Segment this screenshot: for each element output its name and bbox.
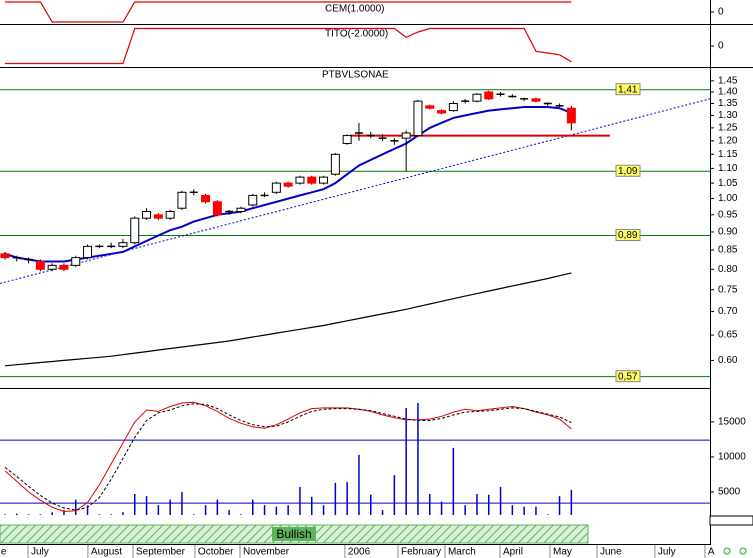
- candle-body: [566, 107, 576, 124]
- candle-body: [118, 242, 128, 247]
- level-box: [615, 164, 641, 177]
- oscillator-line: [4, 401, 572, 513]
- y-tick-label: 1.40: [718, 87, 738, 98]
- signal-label-bg: [272, 527, 316, 541]
- panel-title: TITO(-2.0000): [325, 29, 388, 40]
- y-tick-label: 0.60: [718, 355, 738, 366]
- y-tick-label: 1.35: [718, 98, 738, 109]
- candle-body: [448, 102, 458, 112]
- y-tick-label: 0.75: [718, 284, 738, 295]
- level-label: 0,57: [618, 371, 638, 382]
- y-tick-label: 1.25: [718, 123, 738, 134]
- candle-body: [437, 110, 447, 114]
- candle-body: [248, 194, 258, 206]
- candle-body: [283, 182, 293, 187]
- candle-body: [330, 153, 340, 175]
- candle-body: [212, 201, 222, 216]
- y-tick-label: 1.30: [718, 110, 738, 121]
- icon[interactable]: [723, 547, 731, 555]
- x-tick-label: A: [708, 547, 715, 558]
- candle-body: [177, 191, 187, 209]
- candle-body: [142, 211, 152, 219]
- candle-body: [201, 194, 211, 203]
- candle-body: [165, 211, 175, 219]
- candle-body: [295, 176, 305, 184]
- y-tick-label: 1.15: [718, 149, 738, 160]
- y-tick-label: 1.20: [718, 135, 738, 146]
- x-tick-label: November: [243, 547, 290, 558]
- candle-body: [83, 245, 93, 259]
- x-tick-label: July: [31, 547, 49, 558]
- candle-body: [47, 264, 57, 270]
- candle-body: [472, 93, 482, 102]
- candle-body: [401, 132, 411, 139]
- y-tick-label: 0: [718, 41, 724, 52]
- y-tick-label: 0: [718, 7, 724, 18]
- y-tick-label: 15000: [718, 417, 746, 428]
- frame: [0, 0, 753, 545]
- x-tick-label: October: [198, 547, 234, 558]
- indicator-line: [5, 1, 572, 23]
- candle-body: [531, 98, 541, 102]
- panel-title: PTBVLSONAE: [322, 70, 389, 81]
- candle-body: [0, 253, 10, 259]
- y-tick-label: 0.80: [718, 264, 738, 275]
- candle-body: [342, 135, 352, 144]
- level-box: [615, 83, 641, 96]
- x-tick-label: August: [91, 547, 122, 558]
- candle-body: [236, 207, 246, 213]
- x-tick-label: September: [136, 547, 186, 558]
- candle-body: [413, 100, 423, 137]
- candle-body: [425, 105, 435, 109]
- candle-body: [484, 91, 494, 100]
- candle-body: [307, 176, 317, 184]
- signal-label: Bullish: [276, 527, 311, 541]
- y-tick-label: 0.90: [718, 227, 738, 238]
- level-box: [615, 370, 641, 383]
- y-tick-label: 1.45: [718, 75, 738, 86]
- candle-body: [319, 176, 329, 184]
- level-label: 0,89: [618, 230, 638, 241]
- oscillator-line: [4, 403, 572, 511]
- x-tick-label: March: [448, 547, 476, 558]
- level-box: [615, 228, 641, 241]
- candle-body: [59, 264, 69, 270]
- x-tick-label: April: [503, 547, 523, 558]
- y-tick-label: 1.05: [718, 178, 738, 189]
- level-label: 1,09: [618, 166, 638, 177]
- x-tick-label: July: [658, 547, 676, 558]
- indicator-line: [5, 27, 572, 65]
- candle-body: [71, 257, 81, 266]
- moving-average: [4, 106, 572, 263]
- icon[interactable]: [739, 547, 747, 555]
- x-tick-label: 2006: [348, 547, 371, 558]
- y-tick-label: 0.95: [718, 209, 738, 220]
- moving-average: [4, 272, 572, 367]
- level-label: 1,41: [618, 84, 638, 95]
- candle-body: [153, 214, 163, 219]
- y-tick-label: 10000: [718, 452, 746, 463]
- y-tick-label: 1.10: [718, 163, 738, 174]
- candle-body: [271, 182, 281, 193]
- y-tick-label: 0.70: [718, 306, 738, 317]
- y-tick-label: 0.85: [718, 245, 738, 256]
- x-tick-label: May: [553, 547, 572, 558]
- scale-box: [709, 515, 753, 526]
- panel-title: CEM(1.0000): [325, 4, 384, 15]
- x-tick-label: June: [600, 547, 622, 558]
- y-tick-label: 0.65: [718, 330, 738, 341]
- candle-body: [130, 217, 140, 244]
- y-tick-label: 1.00: [718, 193, 738, 204]
- x-tick-label: e: [1, 547, 7, 558]
- y-tick-label: 5000: [718, 487, 741, 498]
- candle-body: [35, 260, 45, 270]
- x-tick-label: February: [401, 547, 441, 558]
